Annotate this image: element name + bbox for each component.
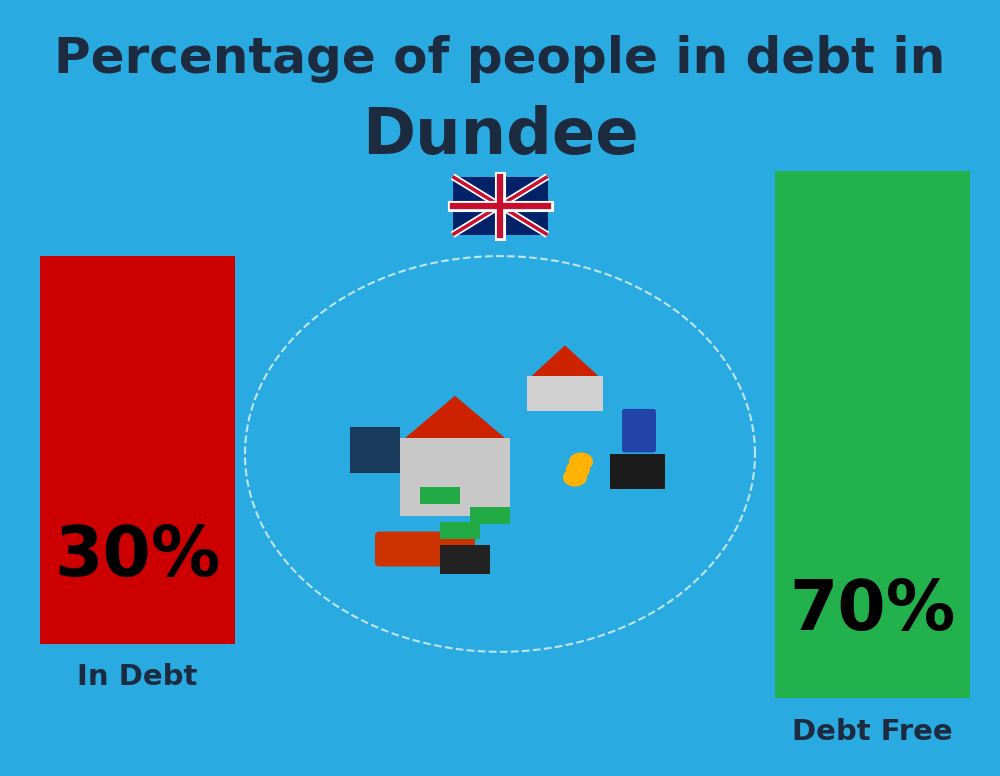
Circle shape [566,460,590,479]
FancyBboxPatch shape [350,427,400,473]
Text: Dundee: Dundee [362,105,638,167]
FancyBboxPatch shape [622,409,656,452]
FancyBboxPatch shape [440,545,490,574]
Text: 30%: 30% [54,523,221,590]
Circle shape [569,452,593,471]
Text: In Debt: In Debt [77,663,198,691]
FancyBboxPatch shape [452,177,548,234]
Circle shape [563,468,587,487]
Circle shape [253,262,747,646]
FancyBboxPatch shape [610,454,665,489]
FancyBboxPatch shape [470,507,510,524]
FancyBboxPatch shape [40,256,235,644]
FancyBboxPatch shape [420,487,460,504]
Text: Percentage of people in debt in: Percentage of people in debt in [54,35,946,83]
FancyBboxPatch shape [375,532,475,566]
Text: Debt Free: Debt Free [792,718,953,746]
FancyBboxPatch shape [400,438,510,516]
FancyBboxPatch shape [775,171,970,698]
Polygon shape [400,396,510,442]
FancyBboxPatch shape [440,522,480,539]
FancyBboxPatch shape [527,376,603,411]
Polygon shape [527,345,603,380]
Text: 70%: 70% [789,577,956,644]
